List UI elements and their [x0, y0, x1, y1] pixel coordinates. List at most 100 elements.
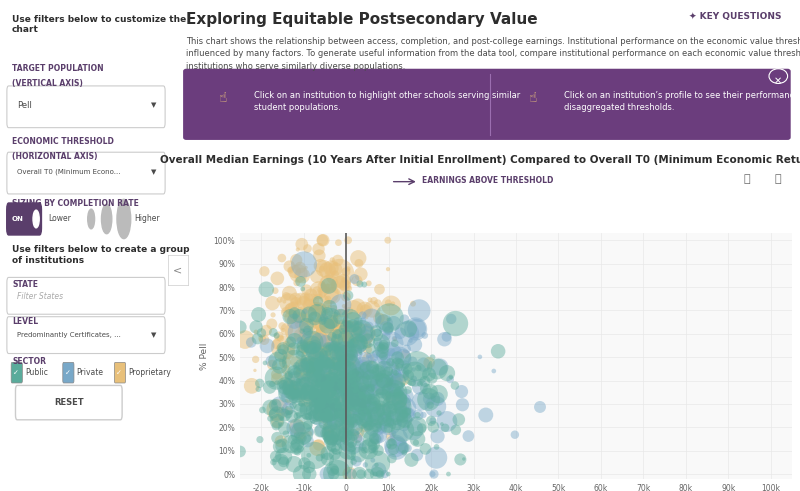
- Public: [358, 412, 370, 420]
- Public: [340, 436, 353, 444]
- Private: [341, 417, 354, 425]
- Proprietary: [362, 279, 375, 287]
- Public: [391, 390, 404, 398]
- Public: [325, 314, 338, 322]
- Public: [284, 338, 297, 346]
- Private: [386, 377, 398, 384]
- FancyBboxPatch shape: [7, 152, 165, 194]
- Public: [289, 390, 302, 398]
- Proprietary: [330, 340, 343, 348]
- Proprietary: [310, 345, 323, 353]
- Proprietary: [306, 349, 319, 356]
- Proprietary: [336, 326, 349, 334]
- Private: [383, 351, 396, 359]
- Public: [282, 379, 294, 387]
- Proprietary: [286, 387, 298, 395]
- Private: [312, 376, 325, 383]
- Proprietary: [319, 347, 332, 355]
- Public: [330, 393, 342, 401]
- Public: [424, 401, 437, 409]
- Public: [365, 435, 378, 442]
- Proprietary: [385, 301, 398, 309]
- Public: [400, 365, 413, 373]
- Private: [318, 385, 331, 393]
- Text: ✓: ✓: [13, 370, 18, 376]
- Proprietary: [354, 342, 366, 350]
- Public: [396, 426, 409, 434]
- Public: [342, 376, 354, 383]
- Private: [351, 429, 364, 436]
- Private: [434, 363, 446, 371]
- Proprietary: [346, 335, 358, 343]
- Public: [356, 413, 369, 421]
- Private: [318, 314, 330, 322]
- Public: [374, 409, 387, 416]
- Private: [368, 422, 381, 430]
- Private: [352, 356, 365, 364]
- Proprietary: [361, 346, 374, 354]
- Proprietary: [299, 317, 312, 325]
- Private: [374, 432, 386, 439]
- Proprietary: [323, 378, 336, 386]
- Text: RESET: RESET: [54, 398, 84, 407]
- Proprietary: [314, 262, 327, 270]
- Public: [366, 393, 378, 401]
- Text: EARNINGS ABOVE THRESHOLD: EARNINGS ABOVE THRESHOLD: [422, 176, 553, 185]
- Private: [342, 393, 354, 401]
- Private: [374, 372, 387, 380]
- Private: [431, 433, 444, 440]
- Public: [383, 378, 396, 385]
- Proprietary: [295, 434, 308, 441]
- Private: [386, 388, 399, 396]
- Public: [318, 392, 330, 400]
- Proprietary: [277, 326, 290, 334]
- Text: ☝: ☝: [529, 91, 538, 105]
- Public: [299, 383, 312, 391]
- Proprietary: [340, 324, 353, 331]
- Private: [390, 384, 402, 392]
- Private: [445, 315, 458, 323]
- Private: [387, 319, 400, 327]
- Public: [358, 280, 370, 288]
- Proprietary: [321, 282, 334, 290]
- Private: [318, 378, 331, 385]
- Proprietary: [322, 353, 335, 361]
- Private: [373, 368, 386, 376]
- Public: [278, 452, 290, 460]
- Public: [390, 403, 403, 411]
- Proprietary: [362, 355, 374, 363]
- Public: [372, 446, 385, 454]
- Private: [362, 404, 375, 411]
- Proprietary: [319, 321, 332, 328]
- Proprietary: [294, 295, 307, 303]
- Proprietary: [353, 259, 366, 267]
- Proprietary: [310, 323, 323, 331]
- Public: [333, 418, 346, 426]
- Public: [321, 322, 334, 329]
- Text: ▼: ▼: [151, 332, 157, 338]
- Private: [462, 432, 475, 440]
- Public: [324, 437, 337, 445]
- Public: [363, 392, 376, 400]
- Private: [370, 383, 382, 391]
- Private: [427, 470, 440, 478]
- Private: [362, 352, 375, 359]
- Proprietary: [246, 382, 258, 390]
- Public: [367, 396, 380, 404]
- Proprietary: [315, 406, 328, 414]
- Public: [366, 445, 379, 453]
- Public: [305, 409, 318, 416]
- Public: [382, 316, 395, 324]
- Private: [348, 423, 361, 431]
- Public: [441, 369, 454, 377]
- Public: [329, 386, 342, 394]
- Public: [321, 412, 334, 420]
- Proprietary: [314, 306, 326, 314]
- Public: [330, 330, 343, 338]
- Public: [290, 388, 303, 396]
- Public: [282, 372, 295, 380]
- Private: [381, 388, 394, 396]
- Private: [367, 354, 380, 361]
- Private: [356, 366, 369, 374]
- Private: [381, 385, 394, 393]
